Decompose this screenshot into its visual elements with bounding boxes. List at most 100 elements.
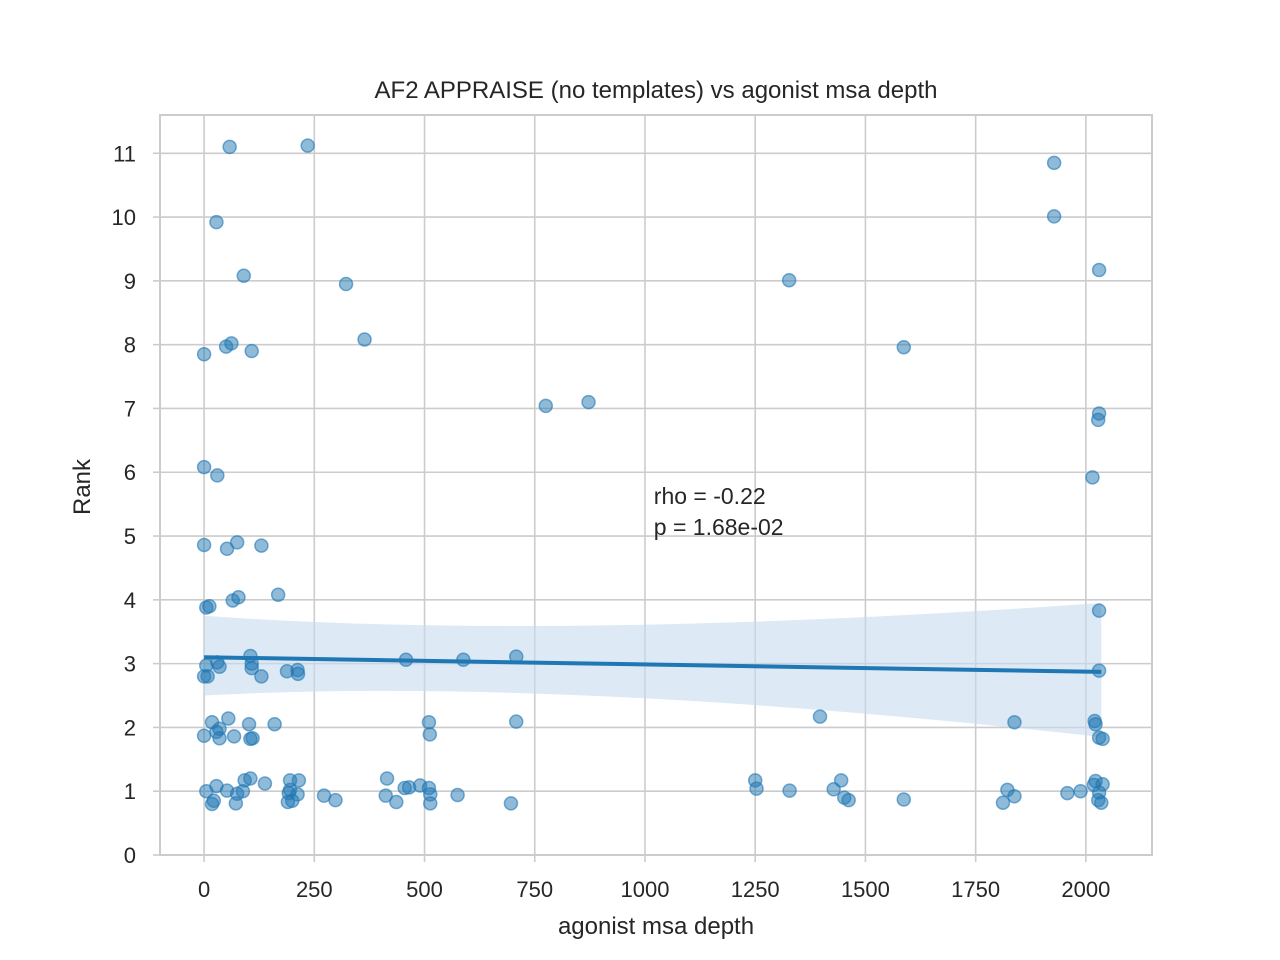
data-point <box>357 332 372 347</box>
data-point <box>1095 731 1110 747</box>
y-tick-label: 0 <box>124 843 136 868</box>
y-tick-label: 4 <box>124 588 136 613</box>
data-point <box>812 709 828 724</box>
x-tick-label: 1500 <box>841 877 890 902</box>
y-axis-ticks: 0 1 2 3 4 5 6 7 8 9 10 11 <box>112 141 160 868</box>
data-point <box>1085 470 1100 485</box>
data-point <box>196 346 212 362</box>
y-tick-label: 11 <box>113 141 136 166</box>
data-point <box>1090 412 1106 428</box>
x-tick-label: 500 <box>406 877 443 902</box>
data-point <box>749 781 764 796</box>
regression-line <box>204 655 1102 674</box>
data-point <box>254 669 269 684</box>
chart-title: AF2 APPRAISE (no templates) vs agonist m… <box>375 77 938 104</box>
rho-annotation: rho = -0.22 <box>654 483 766 509</box>
x-tick-label: 1250 <box>731 877 780 902</box>
y-tick-label: 3 <box>124 652 136 677</box>
x-tick-label: 1000 <box>621 877 670 902</box>
data-point <box>224 336 239 351</box>
data-point <box>782 783 797 798</box>
data-point <box>212 731 227 746</box>
data-point <box>221 711 236 726</box>
confidence-band-layer <box>204 603 1102 737</box>
data-point <box>244 660 259 676</box>
data-point <box>1046 155 1062 171</box>
data-point <box>1046 209 1062 224</box>
data-point <box>379 771 395 786</box>
y-tick-label: 10 <box>112 205 136 230</box>
data-point <box>841 792 856 808</box>
data-point <box>231 590 246 605</box>
data-point <box>229 535 245 550</box>
regression-layer <box>204 655 1102 674</box>
data-point <box>995 795 1011 810</box>
data-point <box>538 398 554 414</box>
data-point <box>196 459 212 475</box>
x-tick-label: 1750 <box>951 877 1000 902</box>
data-point <box>338 276 354 292</box>
data-point <box>896 792 912 807</box>
y-axis-label: Rank <box>69 458 96 515</box>
y-tick-label: 8 <box>124 333 136 358</box>
data-point <box>257 776 273 791</box>
p-value-annotation: p = 1.68e-02 <box>654 514 784 540</box>
data-point <box>421 715 437 730</box>
x-tick-label: 0 <box>198 877 210 902</box>
data-point <box>300 138 315 153</box>
data-point <box>1060 785 1075 801</box>
data-point <box>236 268 252 284</box>
data-point <box>1007 715 1022 730</box>
data-point <box>291 773 307 788</box>
x-axis-ticks: 0 250 500 750 1000 1250 1500 1750 2000 <box>198 855 1110 902</box>
data-point <box>270 587 286 602</box>
data-point <box>290 787 305 802</box>
data-point <box>781 272 797 288</box>
data-point <box>1088 716 1103 732</box>
y-tick-label: 9 <box>124 269 136 294</box>
data-point <box>206 793 222 809</box>
data-point <box>422 727 438 742</box>
x-axis-label: agonist msa depth <box>558 913 754 940</box>
data-point <box>209 214 224 230</box>
x-tick-label: 750 <box>516 877 553 902</box>
data-point <box>212 659 227 675</box>
y-tick-label: 5 <box>124 524 136 549</box>
data-point <box>508 714 524 729</box>
data-point <box>1073 783 1088 799</box>
data-point <box>896 339 912 355</box>
data-point <box>1091 262 1107 278</box>
data-point <box>254 538 269 553</box>
data-point <box>450 787 465 803</box>
data-point <box>1007 789 1022 804</box>
data-point <box>243 771 258 786</box>
data-point <box>210 468 225 483</box>
data-point <box>328 792 343 808</box>
data-point <box>219 541 235 557</box>
data-point <box>1091 603 1107 618</box>
data-point <box>423 796 438 811</box>
x-tick-label: 250 <box>296 877 333 902</box>
data-point <box>378 788 393 803</box>
data-point <box>581 394 596 410</box>
data-point <box>245 731 260 746</box>
y-tick-label: 1 <box>124 779 136 804</box>
data-point <box>267 716 282 732</box>
data-point <box>202 598 217 614</box>
data-point <box>244 343 259 359</box>
plot-frame <box>159 114 1153 856</box>
data-point <box>226 729 242 744</box>
data-point <box>196 728 212 743</box>
y-tick-label: 7 <box>124 396 136 421</box>
data-point <box>389 794 404 810</box>
y-tick-label: 2 <box>124 715 136 740</box>
data-point <box>503 796 519 811</box>
data-point <box>833 773 849 788</box>
data-point <box>290 666 306 682</box>
confidence-band <box>204 603 1102 737</box>
data-point <box>222 139 237 155</box>
data-point <box>241 716 257 732</box>
data-point <box>1094 795 1109 810</box>
